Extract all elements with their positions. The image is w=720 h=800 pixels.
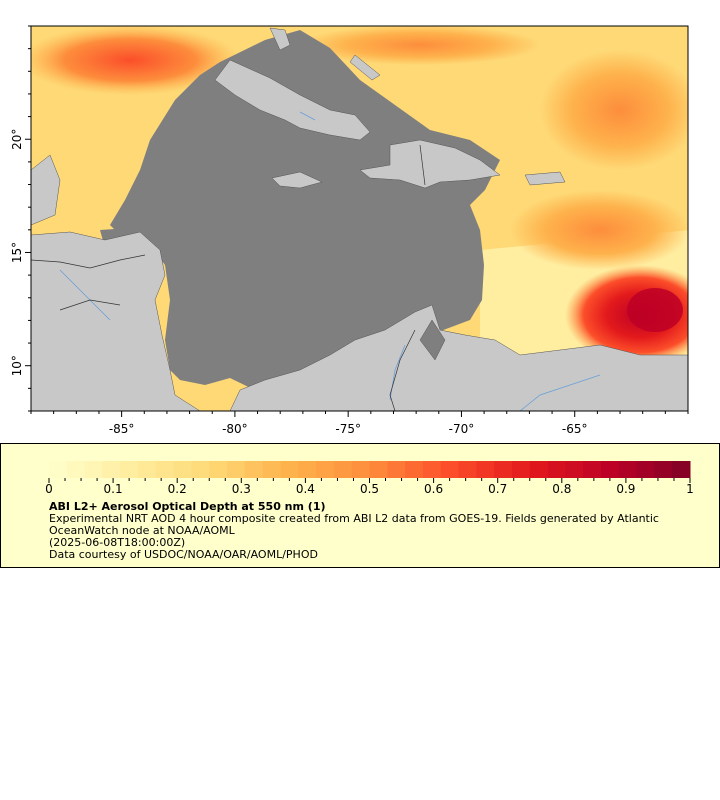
land-puerto-rico — [524, 171, 566, 186]
legend-time: (2025-06-08T18:00:00Z) — [49, 536, 186, 549]
colorbar-tick-label: 0.3 — [232, 482, 251, 496]
longitude-ticks: -85° -80° -75° -70° -65° — [30, 411, 689, 436]
colorbar-cell — [618, 461, 638, 478]
colorbar-tick-label: 0.6 — [424, 482, 443, 496]
colorbar-cell — [494, 461, 513, 478]
colorbar-cell — [387, 461, 406, 478]
colorbar-cell — [66, 461, 86, 478]
colorbar-cell — [654, 461, 673, 478]
aod-max-plume-core — [627, 288, 683, 332]
land-hispaniola — [359, 139, 501, 189]
colorbar-cell — [120, 461, 139, 478]
map-plot-area — [31, 26, 688, 411]
river-central-america — [59, 269, 111, 321]
colorbar-cell — [191, 461, 210, 478]
border-central-america-1 — [31, 254, 146, 269]
colorbar-cell — [547, 461, 566, 478]
colorbar-cell — [298, 461, 317, 478]
latitude-ticks: 10° 15° 20° — [10, 25, 31, 412]
river-cuba — [299, 111, 316, 121]
aod-map[interactable]: -85° -80° -75° -70° -65° 10° 15° 20° — [0, 0, 720, 440]
colorbar-cell — [529, 461, 549, 478]
land-florida-tip — [269, 27, 291, 51]
aod-moderate-patch-north — [300, 26, 540, 65]
colorbar-cell — [49, 461, 68, 478]
colorbar-tick-label: 0.4 — [296, 482, 315, 496]
land-cuba — [214, 59, 371, 141]
colorbar-cell — [351, 461, 370, 478]
border-central-america-2 — [59, 299, 121, 311]
aod-moderate-patch-northeast — [540, 50, 688, 170]
colorbar-cell — [369, 461, 388, 478]
land-yucatan — [31, 154, 61, 226]
no-data-region — [110, 30, 500, 395]
colorbar-tick-label: 0 — [45, 482, 53, 496]
colorbar-cell — [511, 461, 531, 478]
land-jamaica — [271, 171, 323, 189]
border-colombia-venezuela — [389, 329, 416, 411]
legend-panel: 0 0.1 0.2 0.3 0.4 0.5 0.6 0.7 0.8 0.9 1 ABI L2+ Ae… — [0, 443, 720, 568]
colorbar-tick-label: 1 — [686, 482, 694, 496]
land-guajira — [419, 319, 446, 361]
border-hispaniola — [419, 144, 426, 186]
legend-credit: Data courtesy of USDOC/NOAA/OAR/AOML/PHO… — [49, 548, 318, 561]
land-bahamas — [349, 54, 381, 81]
colorbar-cell — [458, 461, 477, 478]
colorbar-cell — [102, 461, 121, 478]
lat-tick-label: 10° — [10, 355, 24, 376]
colorbar-cell — [316, 461, 335, 478]
legend-text: ABI L2+ Aerosol Optical Depth at 550 nm … — [49, 501, 699, 561]
lon-tick-label: -65° — [562, 422, 588, 436]
land-central-america — [31, 231, 201, 411]
colorbar-cell — [565, 461, 584, 478]
colorbar-cell — [244, 461, 264, 478]
colorbar-cell — [476, 461, 495, 478]
colorbar-cell — [583, 461, 602, 478]
lat-tick-label: 20° — [10, 129, 24, 150]
colorbar-cell — [138, 461, 157, 478]
map-panel[interactable]: -85° -80° -75° -70° -65° 10° 15° 20° — [0, 0, 720, 440]
colorbar-cell — [209, 461, 228, 478]
lon-tick-label: -70° — [449, 422, 475, 436]
colorbar-cell — [333, 461, 353, 478]
colorbar-cell — [280, 461, 299, 478]
colorbar-tick-label: 0.2 — [168, 482, 187, 496]
lon-tick-label: -75° — [335, 422, 361, 436]
colorbar-ticks: 0 0.1 0.2 0.3 0.4 0.5 0.6 0.7 0.8 0.9 1 — [45, 478, 694, 496]
colorbar-cell — [405, 461, 424, 478]
colorbar-cell — [173, 461, 192, 478]
colorbar-tick-label: 0.9 — [616, 482, 635, 496]
legend-description: Experimental NRT AOD 4 hour composite cr… — [49, 512, 659, 537]
lon-tick-label: -80° — [222, 422, 248, 436]
colorbar-tick-label: 0.7 — [488, 482, 507, 496]
colorbar-cell — [672, 461, 691, 478]
colorbar-cell — [440, 461, 460, 478]
colorbar-cell — [422, 461, 442, 478]
lon-tick-label: -85° — [109, 422, 135, 436]
colorbar-cell — [636, 461, 655, 478]
colorbar-cell — [155, 461, 175, 478]
aod-moderate-patch-east — [510, 190, 688, 270]
colorbar-cells — [49, 461, 691, 478]
colorbar-tick-label: 0.5 — [360, 482, 379, 496]
aod-high-plume-northwest — [31, 26, 240, 95]
colorbar: 0 0.1 0.2 0.3 0.4 0.5 0.6 0.7 0.8 0.9 1 — [45, 461, 694, 496]
colorbar-cell — [227, 461, 246, 478]
river-orinoco — [519, 374, 601, 411]
legend-title: ABI L2+ Aerosol Optical Depth at 550 nm … — [49, 500, 326, 513]
colorbar-cell — [262, 461, 281, 478]
colorbar-tick-label: 0.8 — [552, 482, 571, 496]
colorbar-cell — [84, 461, 103, 478]
lat-tick-label: 15° — [10, 242, 24, 263]
map-frame — [30, 25, 689, 412]
colorbar-tick-label: 0.1 — [104, 482, 123, 496]
land-south-america — [229, 304, 688, 411]
colorbar-cell — [600, 461, 620, 478]
